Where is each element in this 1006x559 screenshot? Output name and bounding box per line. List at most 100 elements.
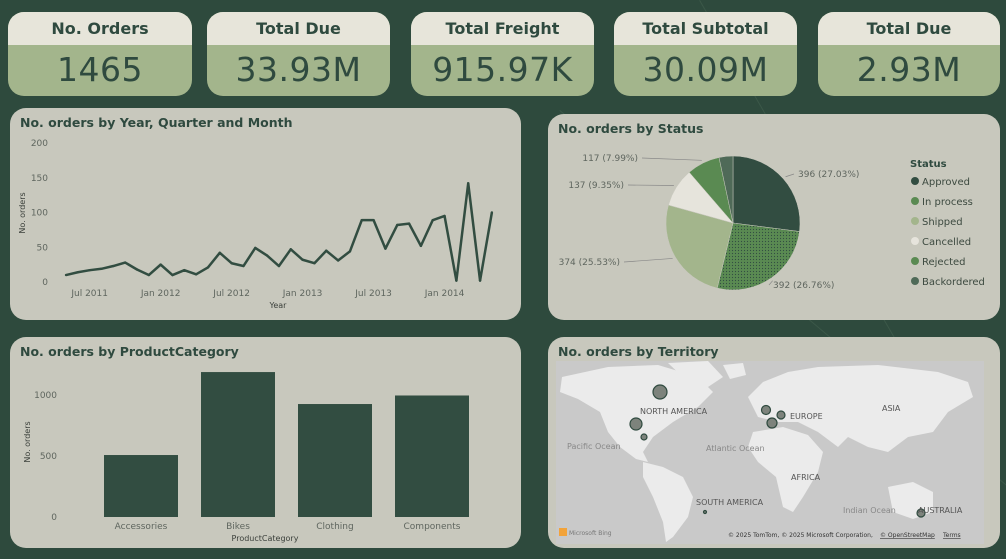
x-axis-label: Year xyxy=(269,301,288,310)
data-point xyxy=(336,259,340,262)
x-tick-label: Jan 2014 xyxy=(424,289,465,299)
territory-bubble[interactable] xyxy=(766,417,778,429)
map-label-indian: Indian Ocean xyxy=(843,506,896,515)
pie-data-label: 117 (7.99%) xyxy=(582,154,638,164)
territory-map[interactable]: NORTH AMERICA EUROPE ASIA AFRICA SOUTH A… xyxy=(548,337,1000,548)
territory-bubble[interactable] xyxy=(652,384,668,400)
map-label-australia: AUSTRALIA xyxy=(918,506,963,515)
y-tick-label: 150 xyxy=(31,174,48,184)
pie-data-label: 374 (25.53%) xyxy=(559,258,620,268)
data-point xyxy=(384,247,387,250)
data-point xyxy=(301,258,304,261)
x-tick-label: Jul 2013 xyxy=(354,289,392,299)
bar-components[interactable] xyxy=(395,395,469,517)
territory-bubbles xyxy=(629,384,926,518)
data-point xyxy=(112,264,115,268)
bar-accessories[interactable] xyxy=(104,455,178,517)
osm-link[interactable]: © OpenStreetMap xyxy=(880,532,935,539)
data-point xyxy=(289,248,292,251)
legend-item[interactable]: In process xyxy=(922,197,973,208)
pie-slice-backordered[interactable] xyxy=(718,155,734,224)
territory-bubble[interactable] xyxy=(629,417,643,431)
x-tick-label: Accessories xyxy=(115,522,168,532)
pie-slice-shipped[interactable] xyxy=(665,204,734,289)
continents xyxy=(560,361,973,542)
legend-marker xyxy=(911,177,919,185)
y-tick-label: 0 xyxy=(51,513,57,523)
leader-line xyxy=(768,280,773,286)
y-axis-label: No. orders xyxy=(18,192,27,233)
leader-line xyxy=(627,184,674,186)
territory-bubble[interactable] xyxy=(640,433,648,441)
legend-item[interactable]: Approved xyxy=(922,177,970,188)
pie-slice-in-process[interactable] xyxy=(716,222,800,291)
map-label-asia: ASIA xyxy=(882,404,901,413)
x-tick-label: Components xyxy=(404,522,461,532)
kpi-label: Total Due xyxy=(207,12,390,45)
data-point xyxy=(254,246,257,250)
data-point xyxy=(206,266,210,269)
y-axis-label: No. orders xyxy=(23,421,32,462)
data-point xyxy=(194,273,198,276)
data-point xyxy=(419,244,423,248)
data-point xyxy=(76,271,80,274)
territory-bubble[interactable] xyxy=(776,410,786,420)
kpi-card: Total Subtotal 30.09M xyxy=(614,12,797,96)
kpi-value: 915.97K xyxy=(432,50,573,89)
terms-link[interactable]: Terms xyxy=(942,532,961,539)
data-point xyxy=(313,262,316,265)
territory-bubble[interactable] xyxy=(702,509,708,515)
data-point xyxy=(218,251,221,255)
kpi-value: 30.09M xyxy=(642,50,769,89)
kpi-label: No. Orders xyxy=(8,12,192,45)
data-point xyxy=(88,268,91,272)
map-title: No. orders by Territory xyxy=(558,344,719,359)
kpi-value: 1465 xyxy=(57,50,143,89)
territory-bubble[interactable] xyxy=(760,404,772,416)
leader-line xyxy=(641,157,702,161)
bar-clothing[interactable] xyxy=(298,404,372,517)
kpi-value: 33.93M xyxy=(235,50,362,89)
legend-item[interactable]: Cancelled xyxy=(922,237,971,248)
bar-bikes[interactable] xyxy=(201,372,275,517)
data-point xyxy=(443,214,446,218)
legend-title: Status xyxy=(910,159,947,170)
bing-logo: Microsoft Bing xyxy=(569,530,612,537)
y-tick-label: 200 xyxy=(31,139,48,149)
bar-chart-panel: No. orders by ProductCategory 0 500 1000 No… xyxy=(10,337,521,548)
map-label-africa: AFRICA xyxy=(791,473,821,482)
x-tick-label: Jan 2012 xyxy=(140,289,181,299)
data-point xyxy=(431,218,434,222)
legend-item[interactable]: Rejected xyxy=(922,257,966,268)
map-label-europe: EUROPE xyxy=(790,412,823,421)
legend-item[interactable]: Backordered xyxy=(922,277,985,288)
data-point xyxy=(455,279,458,282)
map-label-south-america: SOUTH AMERICA xyxy=(696,498,764,507)
pie-data-label: 392 (26.76%) xyxy=(773,281,834,291)
data-point xyxy=(64,273,68,277)
bar-chart: 0 500 1000 No. orders ProductCategory Accesso… xyxy=(23,372,469,543)
data-point xyxy=(171,273,174,277)
y-tick-label: 1000 xyxy=(34,391,57,401)
territory-bubble[interactable] xyxy=(916,508,926,518)
line-chart-title: No. orders by Year, Quarter and Month xyxy=(20,115,293,130)
kpi-card: Total Freight 915.97K xyxy=(411,12,594,96)
pie-slice-approved[interactable] xyxy=(732,155,801,232)
leader-line xyxy=(623,258,673,263)
kpi-label: Total Freight xyxy=(411,12,594,45)
pie-data-label: 396 (27.03%) xyxy=(798,170,859,180)
map-attribution: © 2025 TomTom, © 2025 Microsoft Corporat… xyxy=(728,532,873,539)
legend-item[interactable]: Shipped xyxy=(922,217,963,228)
legend-marker xyxy=(911,197,919,205)
data-point xyxy=(325,249,328,252)
data-point xyxy=(123,261,127,264)
kpi-label: Total Due xyxy=(818,12,1000,45)
x-tick-label: Jul 2011 xyxy=(70,289,108,299)
data-point xyxy=(147,273,151,277)
data-point xyxy=(490,211,494,214)
legend-marker xyxy=(911,257,919,265)
data-point xyxy=(159,263,162,266)
pie-chart-panel: No. orders by Status 396 (27.03%) 392 (26… xyxy=(548,114,1000,320)
map-label-north-america: NORTH AMERICA xyxy=(640,407,708,416)
x-tick-label: Jan 2013 xyxy=(282,289,323,299)
